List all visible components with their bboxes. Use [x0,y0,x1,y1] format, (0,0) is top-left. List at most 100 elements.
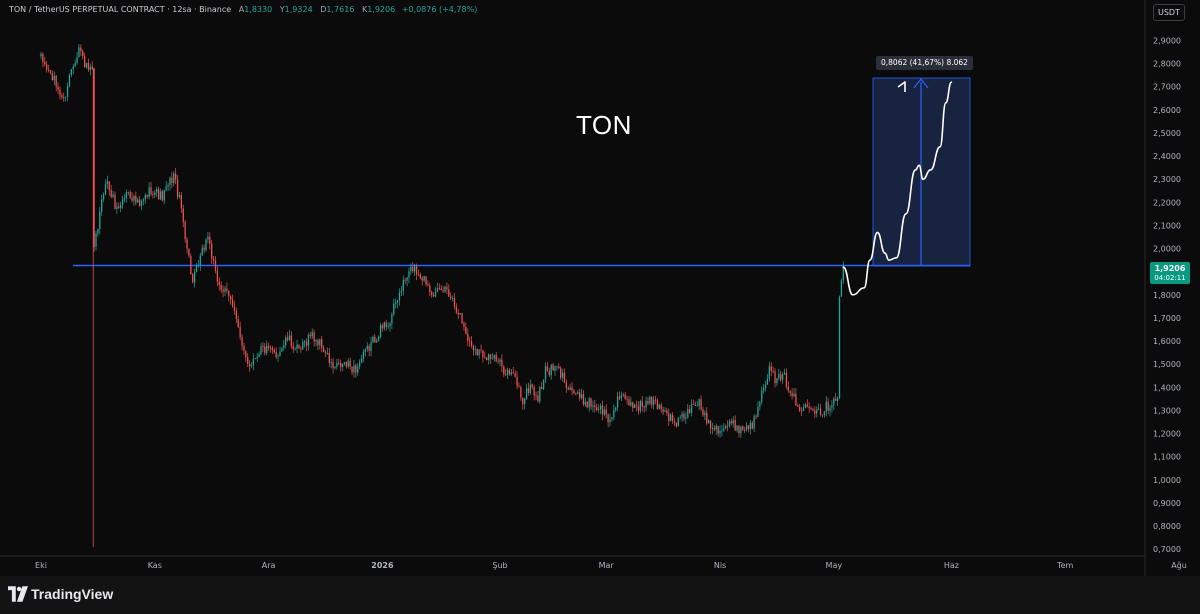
candle-body [303,341,306,343]
candle-body [596,407,598,411]
candle-body [404,280,406,281]
candle-body [654,399,657,401]
candle-body [482,350,484,358]
candle-body [734,420,736,431]
candle-body [626,398,628,400]
candle-body [281,348,283,352]
candle-body [588,398,590,408]
candle-body [687,409,689,418]
candle-body [230,296,232,300]
candle-body [630,402,632,406]
candle-body [745,425,748,430]
candle-body [108,181,110,191]
candle-body [558,366,560,369]
candle-body [44,62,46,65]
candle-body [512,372,514,374]
symbol-title[interactable]: TON / TetherUS PERPETUAL CONTRACT · 12sa… [9,5,232,14]
candle-body [209,236,211,244]
candle-body [776,378,778,384]
projection-path[interactable] [842,81,953,296]
candle-body [135,195,137,203]
candle-body [294,348,296,350]
candle-body [302,341,304,350]
candlesticks [40,43,844,547]
candle-body [616,396,619,408]
candle-body [755,416,757,418]
candle-body [338,362,340,364]
candle-body [455,306,458,313]
price-tick-label: 2,5000 [1153,129,1181,138]
tradingview-logo-icon[interactable] [8,586,28,602]
candle-body [203,247,205,251]
candle-body [389,323,391,327]
candle-body [618,396,621,399]
candle-body [290,335,293,347]
candle-body [116,206,118,209]
candle-body [78,47,80,57]
candle-body [408,271,410,278]
candle-body [802,407,805,412]
candle-body [571,387,573,391]
close-label: K [361,5,368,14]
candle-body [120,205,122,208]
candle-body [63,97,65,98]
price-axis[interactable]: 2,9000 2,8000 2,7000 2,6000 2,5000 2,4000 2,30… [1153,37,1181,555]
candle-body [144,195,146,200]
candle-body [518,386,520,387]
brand-name[interactable]: TradingView [31,586,114,602]
candle-body [749,422,752,430]
candle-body [577,392,579,394]
candle-body [321,339,323,348]
ton-annotation[interactable]: TON [576,110,632,140]
candle-body [345,362,348,367]
candle-body [61,95,63,98]
candle-body [831,405,833,408]
candle-body [751,422,753,429]
candle-body [161,191,164,201]
candle-body [319,339,321,346]
candle-body [436,288,439,292]
candle-body [343,362,346,364]
currency-button[interactable]: USDT [1153,4,1185,21]
candle-body [442,290,444,292]
candle-body [505,374,507,376]
candle-body [476,349,478,355]
bar-countdown: 04:02:11 [1154,274,1186,282]
candle-body [366,346,368,350]
candle-body [49,70,52,73]
candle-body [514,372,516,377]
candle-body [212,258,215,261]
candle-body [332,362,334,368]
candle-body [821,414,824,416]
candle-body [173,173,175,183]
price-tick-label: 1,1000 [1153,453,1181,462]
candle-body [706,412,708,424]
candle-body [53,75,55,81]
candle-body [609,419,611,423]
candle-body [300,348,302,350]
candle-body [95,233,97,247]
candle-body [563,372,566,383]
candle-body [252,358,255,366]
measure-label[interactable]: 0,8062 (41,67%) 8.062 [876,56,973,70]
candle-body [728,421,731,426]
candle-body [799,406,801,411]
candle-body [396,300,399,303]
candle-body [125,192,128,199]
candle-body [114,194,116,209]
candle-body [603,409,605,415]
time-tick-label: Şub [492,561,507,570]
candle-body [123,198,126,200]
candle-body [597,409,600,411]
candle-body [285,337,287,346]
candle-body [489,354,492,359]
candle-body [444,286,446,292]
candle-body [544,366,547,380]
candle-body [99,211,101,230]
candle-body [129,192,131,198]
price-tick-label: 2,7000 [1153,83,1181,92]
candle-body [628,399,630,406]
time-axis[interactable]: Eki Kas Ara 2026 Şub Mar Nis May Haz Tem Ağu [35,561,1187,570]
price-tick-label: 2,6000 [1153,106,1181,115]
